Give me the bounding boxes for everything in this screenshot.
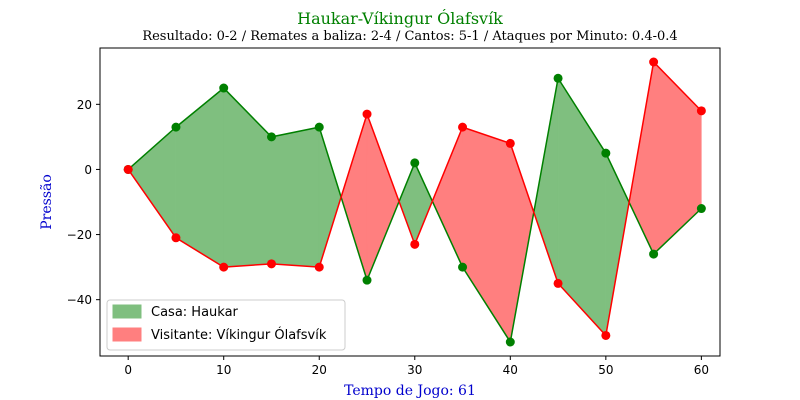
fill-home-ahead bbox=[398, 162, 416, 245]
fill-home-ahead bbox=[127, 126, 177, 239]
data-point-away bbox=[601, 330, 611, 340]
x-tick-label: 10 bbox=[216, 363, 231, 377]
x-axis-label: Tempo de Jogo: 61 bbox=[344, 383, 476, 399]
legend-swatch-home bbox=[112, 304, 142, 319]
legend-frame bbox=[106, 299, 346, 351]
data-point-home bbox=[314, 122, 324, 132]
plot-frame bbox=[99, 47, 721, 357]
legend-swatch-away bbox=[112, 327, 142, 342]
fill-away-ahead bbox=[628, 61, 654, 255]
y-tick-label: 0 bbox=[84, 163, 92, 177]
data-point-away bbox=[410, 239, 420, 249]
axes: 0 10 20 30 40 50 60 −40 −20 0 20 bbox=[67, 98, 709, 377]
x-tick-label: 0 bbox=[124, 363, 132, 377]
fill-away-ahead bbox=[653, 61, 702, 255]
data-point-home bbox=[219, 83, 229, 93]
fill-home-ahead bbox=[223, 87, 272, 268]
data-point-home bbox=[696, 204, 706, 214]
data-point-home bbox=[601, 148, 611, 158]
legend-label-home: Casa: Haukar bbox=[151, 305, 239, 320]
y-tick-label: −20 bbox=[67, 228, 92, 242]
y-tick-label: 20 bbox=[77, 98, 92, 112]
data-point-away bbox=[458, 122, 468, 132]
x-tick-label: 50 bbox=[598, 363, 613, 377]
data-point-home bbox=[362, 275, 372, 285]
legend: Casa: Haukar Visitante: Víkingur Ólafsví… bbox=[106, 299, 346, 351]
data-point-away bbox=[314, 262, 324, 272]
data-point-home bbox=[649, 249, 659, 259]
data-point-away bbox=[649, 57, 659, 67]
data-point-home bbox=[410, 158, 420, 168]
legend-label-away: Visitante: Víkingur Ólafsvík bbox=[151, 327, 327, 343]
fill-away-ahead bbox=[432, 127, 463, 268]
chart-title: Haukar-Víkingur Ólafsvík bbox=[297, 8, 503, 28]
fill-away-ahead bbox=[510, 143, 535, 343]
fill-away-ahead bbox=[340, 114, 368, 281]
data-point-home bbox=[458, 262, 468, 272]
fill-home-ahead bbox=[175, 87, 224, 268]
fill-away-ahead bbox=[366, 114, 400, 281]
y-axis-label: Pressão bbox=[39, 174, 55, 230]
y-tick-label: −40 bbox=[67, 293, 92, 307]
fill-home-ahead bbox=[271, 126, 320, 268]
x-tick-label: 30 bbox=[407, 363, 422, 377]
x-tick-label: 20 bbox=[312, 363, 327, 377]
data-point-away bbox=[696, 106, 706, 116]
chart-subtitle: Resultado: 0-2 / Remates a baliza: 2-4 /… bbox=[142, 29, 677, 44]
data-point-home bbox=[553, 73, 563, 83]
data-point-home bbox=[171, 122, 181, 132]
data-point-away bbox=[219, 262, 229, 272]
fill-home-ahead bbox=[533, 78, 559, 284]
plot-area bbox=[123, 57, 706, 347]
data-point-home bbox=[505, 337, 515, 347]
data-point-away bbox=[362, 109, 372, 119]
data-point-away bbox=[266, 259, 276, 269]
data-point-away bbox=[553, 278, 563, 288]
data-point-home bbox=[266, 132, 276, 142]
data-point-away bbox=[123, 164, 133, 174]
data-point-away bbox=[171, 233, 181, 243]
x-tick-label: 40 bbox=[503, 363, 518, 377]
fill-home-ahead bbox=[318, 127, 342, 268]
fill-home-ahead bbox=[605, 153, 630, 336]
data-point-away bbox=[505, 138, 515, 148]
fill-home-ahead bbox=[414, 162, 433, 245]
x-tick-label: 60 bbox=[694, 363, 709, 377]
fill-away-ahead bbox=[462, 126, 511, 343]
